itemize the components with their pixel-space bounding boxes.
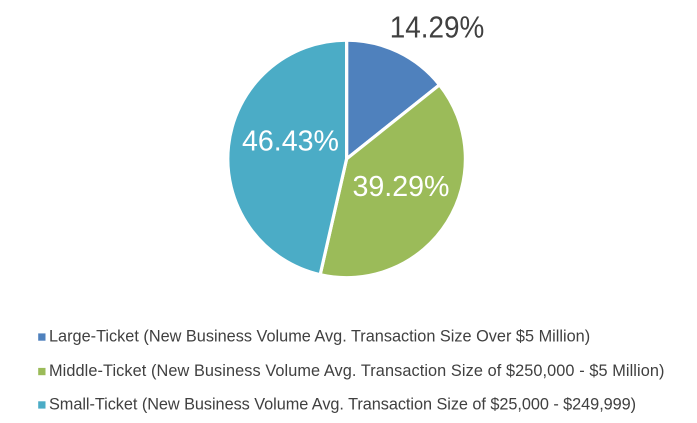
svg-text:Small-Ticket (New Business Vol: Small-Ticket (New Business Volume Avg. T…	[49, 395, 636, 413]
svg-text:Middle-Ticket (New Business Vo: Middle-Ticket (New Business Volume Avg. …	[49, 362, 665, 380]
svg-text:39.29%: 39.29%	[353, 171, 450, 203]
svg-text:Large-Ticket (New Business Vol: Large-Ticket (New Business Volume Avg. T…	[49, 328, 590, 346]
svg-text:46.43%: 46.43%	[242, 125, 339, 157]
svg-text:14.29%: 14.29%	[390, 10, 485, 45]
